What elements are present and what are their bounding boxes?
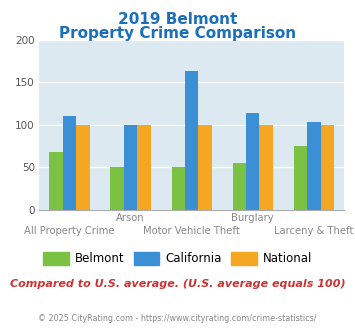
Bar [110, 167, 124, 210]
Text: Larceny & Theft: Larceny & Theft [274, 226, 354, 236]
Bar [246, 113, 260, 210]
Text: Motor Vehicle Theft: Motor Vehicle Theft [143, 226, 240, 236]
Text: Burglary: Burglary [231, 213, 274, 223]
Bar [137, 124, 151, 210]
Text: 2019 Belmont: 2019 Belmont [118, 12, 237, 26]
Legend: Belmont, California, National: Belmont, California, National [43, 252, 312, 265]
Bar [307, 122, 321, 210]
Bar [321, 124, 334, 210]
Text: All Property Crime: All Property Crime [24, 226, 115, 236]
Text: © 2025 CityRating.com - https://www.cityrating.com/crime-statistics/: © 2025 CityRating.com - https://www.city… [38, 314, 317, 323]
Bar [294, 146, 307, 210]
Bar [171, 167, 185, 210]
Bar [185, 71, 198, 210]
Bar [198, 124, 212, 210]
Bar [76, 124, 90, 210]
Bar [49, 152, 63, 210]
Bar [260, 124, 273, 210]
Bar [124, 124, 137, 210]
Text: Arson: Arson [116, 213, 145, 223]
Bar [233, 163, 246, 210]
Bar [63, 116, 76, 210]
Text: Compared to U.S. average. (U.S. average equals 100): Compared to U.S. average. (U.S. average … [10, 279, 345, 289]
Text: Property Crime Comparison: Property Crime Comparison [59, 26, 296, 41]
